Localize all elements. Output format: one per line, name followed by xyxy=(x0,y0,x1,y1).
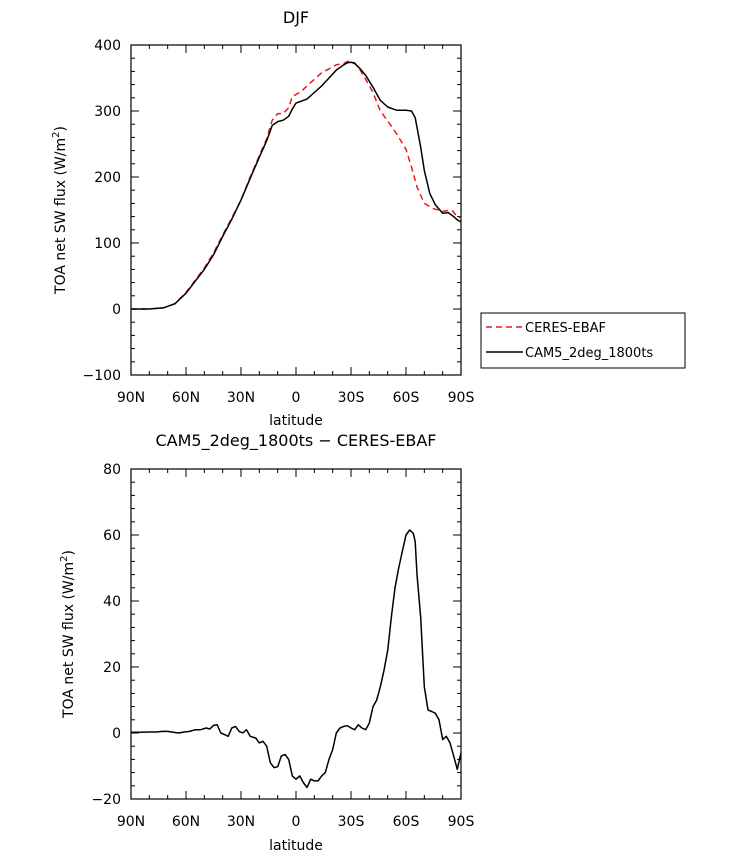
panel-top-ticks xyxy=(130,44,462,376)
y-tick-label: 40 xyxy=(103,594,121,610)
y-tick-label: −20 xyxy=(91,792,121,808)
panel-bottom-y-axis-label-sup: 2 xyxy=(59,556,70,562)
series-line-ceres-ebaf xyxy=(131,60,462,310)
legend-box xyxy=(480,312,686,369)
x-tick-label: 90N xyxy=(117,390,145,406)
y-tick-label: 300 xyxy=(94,104,121,120)
panel-top-y-axis-label: TOA net SW flux (W/m2) xyxy=(51,126,69,295)
x-tick-label: 60N xyxy=(172,390,200,406)
x-tick-label: 0 xyxy=(292,814,301,830)
panel-bottom: CAM5_2deg_1800ts − CERES-EBAF −200204060… xyxy=(59,431,474,854)
panel-bottom-x-tick-labels: 90N 60N 30N 0 30S 60S 90S xyxy=(117,814,475,830)
x-tick-label: 30N xyxy=(227,814,255,830)
panel-top-x-tick-labels: 90N 60N 30N 0 30S 60S 90S xyxy=(117,390,475,406)
legend-label-cam5: CAM5_2deg_1800ts xyxy=(525,346,653,361)
x-tick-label: 30S xyxy=(338,814,365,830)
panel-bottom-y-axis-label: TOA net SW flux (W/m2) xyxy=(59,550,77,719)
panel-bottom-y-axis-label-end: ) xyxy=(61,550,77,555)
x-tick-label: 60S xyxy=(393,390,420,406)
panel-bottom-x-axis-label: latitude xyxy=(269,838,323,854)
x-tick-label: 30S xyxy=(338,390,365,406)
y-tick-label: 20 xyxy=(103,660,121,676)
panel-bottom-title: CAM5_2deg_1800ts − CERES-EBAF xyxy=(155,431,436,451)
panel-top-y-axis-label-sup: 2 xyxy=(51,132,62,138)
panel-top-x-axis-label: latitude xyxy=(269,413,323,429)
y-tick-label: 0 xyxy=(112,726,121,742)
series-line-difference xyxy=(131,529,462,789)
x-tick-label: 60N xyxy=(172,814,200,830)
x-tick-label: 90S xyxy=(448,390,475,406)
panel-top-series xyxy=(131,60,462,310)
panel-top-y-axis-label-main: TOA net SW flux (W/m xyxy=(53,138,69,295)
panel-bottom-y-tick-labels: −20 0 20 40 60 80 xyxy=(91,462,121,808)
panel-bottom-frame xyxy=(130,468,462,800)
panel-bottom-y-axis-label-main: TOA net SW flux (W/m xyxy=(61,562,77,719)
panel-bottom-series xyxy=(131,529,462,789)
x-tick-label: 90S xyxy=(448,814,475,830)
y-tick-label: 60 xyxy=(103,528,121,544)
x-tick-label: 90N xyxy=(117,814,145,830)
y-tick-label: 400 xyxy=(94,38,121,54)
x-tick-label: 30N xyxy=(227,390,255,406)
x-tick-label: 60S xyxy=(393,814,420,830)
x-tick-label: 0 xyxy=(292,390,301,406)
panel-top-y-tick-labels: −100 0 100 200 300 400 xyxy=(83,38,121,384)
panel-top-title: DJF xyxy=(283,8,309,27)
y-tick-label: 100 xyxy=(94,236,121,252)
y-tick-label: 200 xyxy=(94,170,121,186)
legend: CERES-EBAF CAM5_2deg_1800ts xyxy=(480,312,686,369)
panel-bottom-ticks xyxy=(130,468,462,800)
series-line-cam5-2deg-1800ts xyxy=(131,61,462,310)
panel-top-y-axis-label-end: ) xyxy=(53,126,69,131)
y-tick-label: 80 xyxy=(103,462,121,478)
legend-label-ceres-ebaf: CERES-EBAF xyxy=(525,321,606,336)
y-tick-label: −100 xyxy=(83,368,121,384)
y-tick-label: 0 xyxy=(112,302,121,318)
